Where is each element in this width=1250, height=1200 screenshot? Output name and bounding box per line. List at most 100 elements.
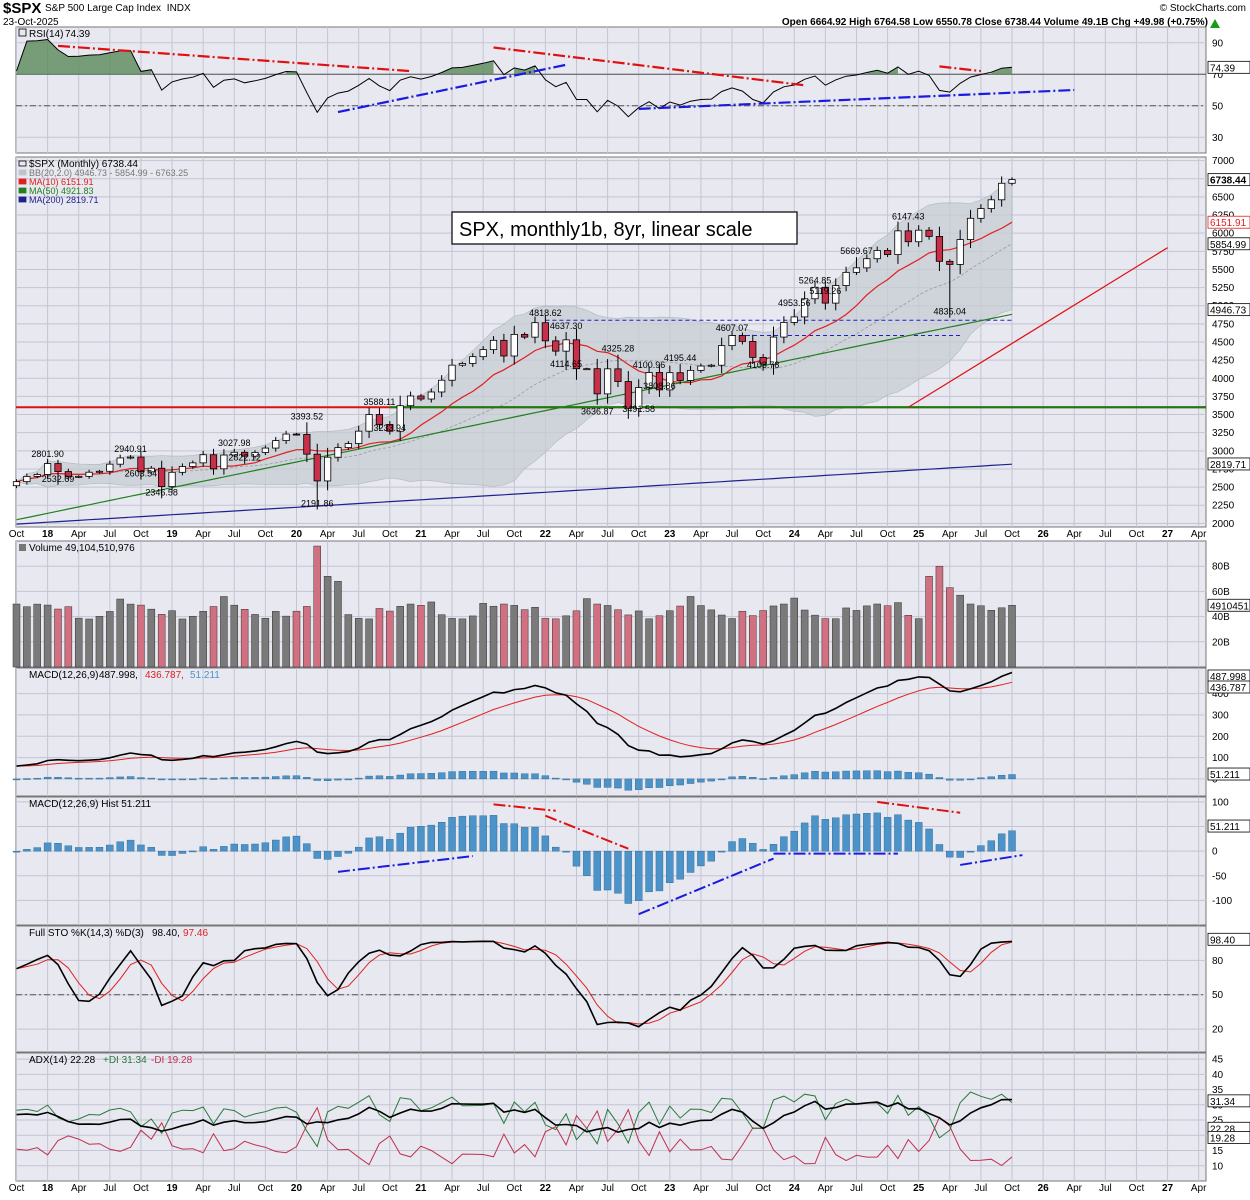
hist-bar [500,823,508,852]
price-annotation: 3491.58 [622,404,655,414]
time-label: 24 [789,529,801,540]
hist-bar [417,826,425,852]
time-label: Apr [195,1183,211,1194]
hist-bar [469,815,477,852]
tick-label: 5500 [1212,265,1235,276]
tick-label: 45 [1212,1055,1224,1066]
hist-bar [479,815,487,852]
sto-d-value: 97.46 [183,928,208,939]
macd-hist-right: 51.211 [1207,767,1250,781]
macd-hist-bar [583,778,591,785]
time-label: Oct [880,1183,896,1194]
hist-bar [717,850,726,853]
volume-bar [883,605,892,668]
hist-bar [178,850,187,854]
tick-label: 35 [1212,1085,1224,1096]
volume-bar [863,605,871,668]
price-annotation: 4103.78 [747,360,780,370]
volume-bar [116,598,124,668]
hist-bar [531,826,539,852]
candle [344,441,352,451]
macd-hist-bar [406,773,415,780]
hist-bar [344,850,353,854]
macd-signal-line [16,681,1013,767]
candle [852,257,861,275]
hist-bar [883,817,892,852]
candle [1008,177,1016,186]
time-label: Apr [693,529,709,540]
time-label: Jul [975,529,988,540]
candle [759,353,767,371]
volume-bar [624,614,633,668]
candle [666,365,674,397]
adx-panel [15,1052,1207,1182]
candle-body [282,433,290,441]
volume-bar [220,596,228,668]
volume-bar [230,604,239,668]
candle [438,375,446,398]
candle-body [966,217,975,240]
volume-bar [572,610,581,668]
candle-body [552,340,560,352]
candle-body [23,476,31,483]
macd-hist-bar [946,778,954,781]
hist-bar [997,833,1006,852]
volume-bar [168,610,176,668]
tick-label: 50 [1212,990,1224,1001]
hist-bar [852,813,861,852]
macd-hist-bar [344,778,353,781]
candle-body [417,395,425,400]
candle [883,247,892,258]
candle-body [54,463,62,472]
volume-bar [873,603,881,668]
price-right-label: 4946.73 [1207,303,1250,317]
hist-bar [396,832,404,852]
macd-hist-bar [469,771,477,780]
macd-hist-bar [531,773,539,780]
candle [510,325,518,365]
candle [562,332,570,371]
time-label: 27 [1162,1183,1174,1194]
price-right-label: 6738.44 [1207,173,1250,187]
candle-body [396,405,404,432]
rsi-name: RSI(14) [29,29,63,40]
tick-label: 100 [1212,797,1229,808]
macd-hist-bar [811,771,819,780]
volume-bar [686,596,695,668]
volume-bar [396,606,404,668]
watermark: © StockCharts.com [1159,3,1246,14]
time-label: Jul [352,529,365,540]
time-label: Oct [382,1183,398,1194]
index-full-name: S&P 500 Large Cap Index [45,3,162,14]
candle [583,367,591,371]
candle-body [323,456,332,482]
candle [489,336,498,354]
macd-hist-bar [728,776,736,780]
candle [769,326,778,375]
price-annotation: 2603.54 [125,469,158,479]
volume-bar [74,617,83,668]
candle-body [334,447,342,458]
sto-panel [15,925,1207,1053]
candle-body [873,250,881,260]
time-label: 27 [1162,529,1174,540]
candle-body [64,471,72,478]
candle [116,454,124,468]
candle-body [603,368,612,395]
hist-bar [489,815,498,852]
macd-hist-bar [925,773,933,780]
annotation-box [451,211,798,245]
volume-bar [23,606,31,668]
macd-hist-bar [852,770,861,780]
candle-body [541,322,549,342]
candle-body [95,470,104,473]
macd-hist-bar [956,778,964,781]
volume-bar [437,614,446,668]
exchange: INDX [166,3,191,14]
candle-body [811,286,819,300]
time-label: Oct [755,1183,771,1194]
time-label: Oct [631,529,647,540]
sto-name: Full STO %K(14,3) %D(3) [29,928,144,939]
legend-entry: BB(20,2.0) 4946.73 - 5854.99 - 6763.25 [29,168,188,178]
macd-hist-bar [189,778,197,781]
